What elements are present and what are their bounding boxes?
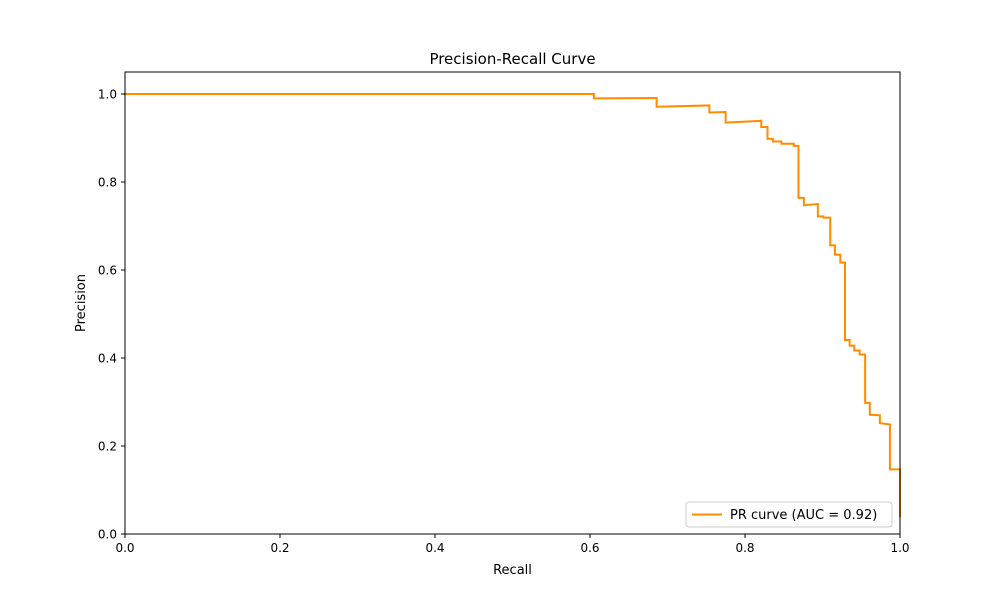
y-tick-label: 0.2 xyxy=(98,440,117,454)
chart-title: Precision-Recall Curve xyxy=(429,50,595,68)
legend-label: PR curve (AUC = 0.92) xyxy=(730,508,877,523)
y-tick-label: 0.4 xyxy=(98,352,117,366)
legend: PR curve (AUC = 0.92) xyxy=(685,501,893,528)
x-tick-label: 0.2 xyxy=(270,541,289,555)
x-axis-ticks: 0.0 0.2 0.4 0.6 0.8 1.0 xyxy=(115,534,910,555)
y-axis-label: Precision xyxy=(74,274,89,332)
y-tick-label: 0.6 xyxy=(98,264,117,278)
y-axis-ticks: 0.0 0.2 0.4 0.6 0.8 1.0 xyxy=(98,88,125,542)
x-tick-label: 1.0 xyxy=(890,541,909,555)
x-tick-label: 0.4 xyxy=(425,541,444,555)
axes-frame xyxy=(124,71,901,535)
x-tick-label: 0.8 xyxy=(735,541,754,555)
pr-curve-line xyxy=(124,93,901,518)
y-tick-label: 0.0 xyxy=(98,528,117,542)
x-axis-label: Recall xyxy=(493,563,532,578)
plot-area xyxy=(124,71,901,535)
legend-box xyxy=(685,501,893,528)
y-tick-label: 0.8 xyxy=(98,176,117,190)
y-tick-label: 1.0 xyxy=(98,88,117,102)
x-tick-label: 0.0 xyxy=(115,541,134,555)
x-tick-label: 0.6 xyxy=(580,541,599,555)
